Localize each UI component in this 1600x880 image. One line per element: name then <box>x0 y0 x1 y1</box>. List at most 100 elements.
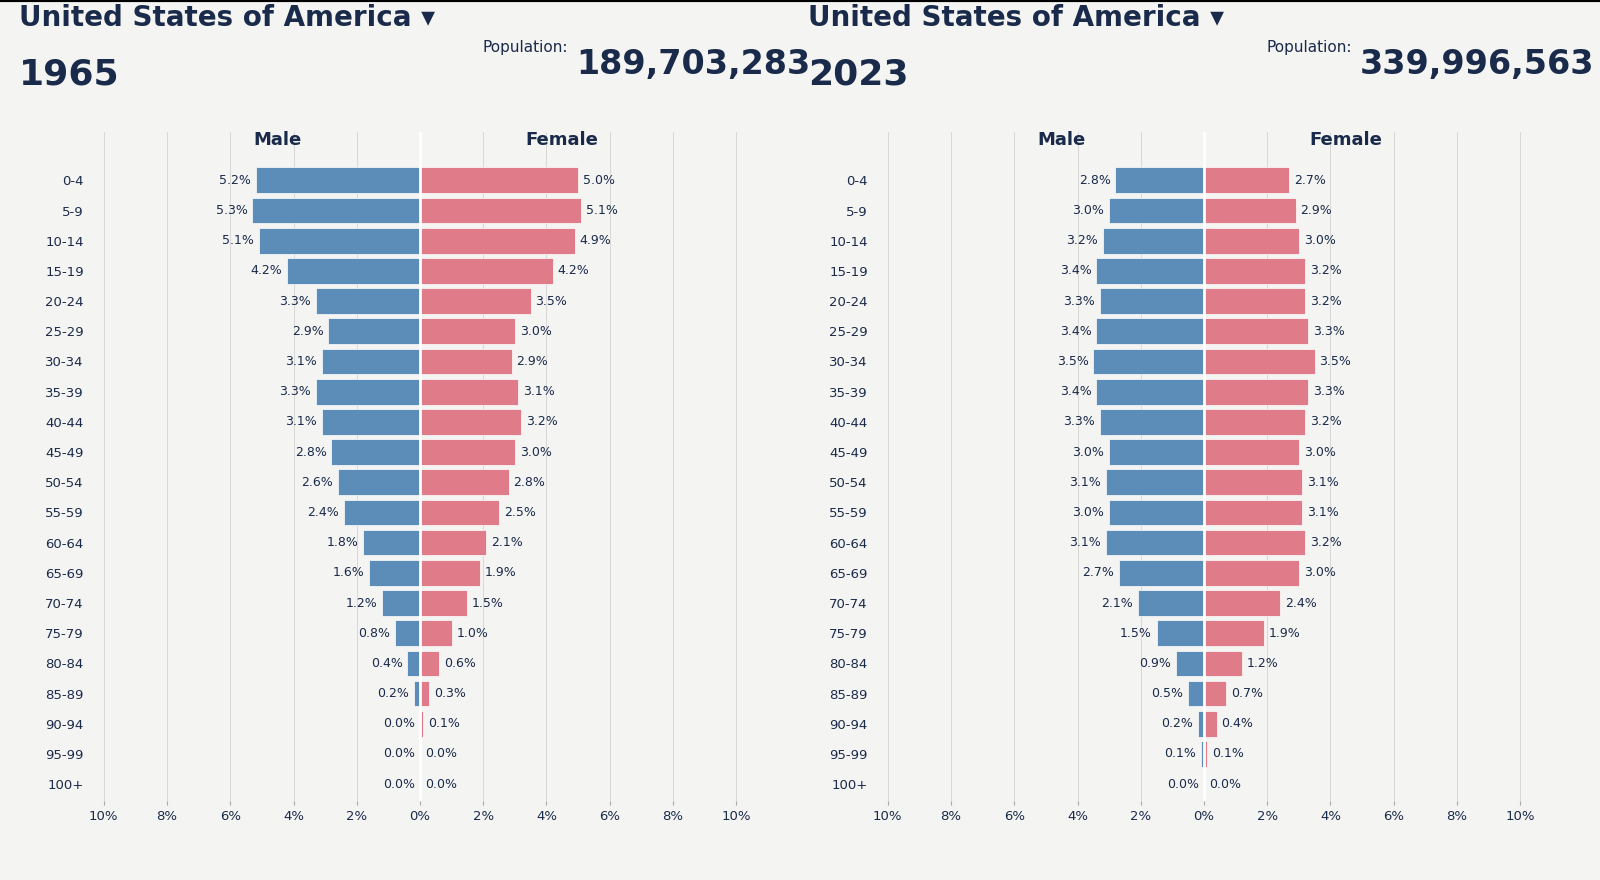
Bar <box>1205 409 1306 435</box>
Bar <box>419 560 480 586</box>
Bar <box>256 167 419 193</box>
Bar <box>1205 289 1306 314</box>
Text: 2.1%: 2.1% <box>1101 597 1133 610</box>
Text: Female: Female <box>526 130 598 149</box>
Bar <box>370 560 419 586</box>
Text: 5.1%: 5.1% <box>222 234 254 247</box>
Bar <box>395 620 419 646</box>
Bar <box>253 198 419 224</box>
Bar <box>1205 500 1302 525</box>
Text: Male: Male <box>1037 130 1086 149</box>
Text: 3.5%: 3.5% <box>1320 355 1352 368</box>
Bar <box>419 620 451 646</box>
Text: 2.4%: 2.4% <box>1285 597 1317 610</box>
Bar <box>1205 560 1299 586</box>
Bar <box>1205 319 1309 344</box>
Bar <box>1205 439 1299 465</box>
Text: 3.0%: 3.0% <box>520 445 552 458</box>
Text: 3.0%: 3.0% <box>520 325 552 338</box>
Bar <box>419 530 486 555</box>
Bar <box>338 469 419 495</box>
Text: 3.0%: 3.0% <box>1304 445 1336 458</box>
Bar <box>1189 681 1205 707</box>
Text: 3.4%: 3.4% <box>1061 385 1091 398</box>
Text: 0.0%: 0.0% <box>384 778 416 791</box>
Text: 2.9%: 2.9% <box>1301 204 1333 217</box>
Bar <box>1205 530 1306 555</box>
Bar <box>414 681 419 707</box>
Bar <box>419 439 515 465</box>
Bar <box>1106 530 1205 555</box>
Bar <box>1205 258 1306 283</box>
Text: Female: Female <box>1310 130 1382 149</box>
Text: 3.2%: 3.2% <box>1310 536 1342 549</box>
Bar <box>1176 650 1205 676</box>
Bar <box>1096 319 1205 344</box>
Bar <box>419 319 515 344</box>
Text: 3.3%: 3.3% <box>278 295 310 308</box>
Text: 0.1%: 0.1% <box>1211 747 1243 760</box>
Text: 3.1%: 3.1% <box>285 415 317 429</box>
Text: 0.3%: 0.3% <box>434 687 466 700</box>
Text: 2.6%: 2.6% <box>301 476 333 488</box>
Bar <box>1138 590 1205 616</box>
Text: 1965: 1965 <box>19 57 120 92</box>
Bar <box>1096 378 1205 405</box>
Text: 2.1%: 2.1% <box>491 536 523 549</box>
Text: 5.2%: 5.2% <box>219 174 251 187</box>
Bar <box>1096 258 1205 283</box>
Text: 3.2%: 3.2% <box>1310 264 1342 277</box>
Bar <box>1205 348 1315 374</box>
Text: 0.2%: 0.2% <box>378 687 410 700</box>
Text: 1.9%: 1.9% <box>1269 627 1301 640</box>
Bar <box>1118 560 1205 586</box>
Text: 0.1%: 0.1% <box>427 717 459 730</box>
Text: 2.7%: 2.7% <box>1082 567 1114 579</box>
Bar <box>1205 198 1296 224</box>
Text: 3.1%: 3.1% <box>1307 506 1339 519</box>
Bar <box>1205 681 1226 707</box>
Text: 3.3%: 3.3% <box>1062 295 1094 308</box>
Bar <box>419 409 522 435</box>
Text: 1.2%: 1.2% <box>346 597 378 610</box>
Bar <box>419 469 509 495</box>
Text: 0.0%: 0.0% <box>424 778 456 791</box>
Bar <box>1205 590 1280 616</box>
Text: 3.1%: 3.1% <box>285 355 317 368</box>
Text: 0.5%: 0.5% <box>1152 687 1184 700</box>
Bar <box>259 228 419 253</box>
Bar <box>1205 469 1302 495</box>
Text: 3.5%: 3.5% <box>536 295 568 308</box>
Bar <box>419 228 574 253</box>
Text: 2.4%: 2.4% <box>307 506 339 519</box>
Text: 5.1%: 5.1% <box>586 204 618 217</box>
Bar <box>344 500 419 525</box>
Text: 1.0%: 1.0% <box>456 627 488 640</box>
Text: 2.9%: 2.9% <box>291 325 323 338</box>
Bar <box>1109 500 1205 525</box>
Text: 0.9%: 0.9% <box>1139 656 1171 670</box>
Bar <box>1205 741 1206 766</box>
Bar <box>1093 348 1205 374</box>
Text: 3.4%: 3.4% <box>1061 264 1091 277</box>
Text: 0.0%: 0.0% <box>384 747 416 760</box>
Bar <box>419 198 581 224</box>
Bar <box>1205 711 1216 737</box>
Text: 5.3%: 5.3% <box>216 204 248 217</box>
Text: 3.4%: 3.4% <box>1061 325 1091 338</box>
Text: 0.0%: 0.0% <box>1208 778 1240 791</box>
Bar <box>408 650 419 676</box>
Bar <box>419 378 518 405</box>
Text: 2.9%: 2.9% <box>517 355 549 368</box>
Bar <box>1205 167 1290 193</box>
Text: 1.2%: 1.2% <box>1246 656 1278 670</box>
Text: 3.0%: 3.0% <box>1304 234 1336 247</box>
Text: 3.2%: 3.2% <box>1066 234 1098 247</box>
Bar <box>363 530 419 555</box>
Bar <box>1115 167 1205 193</box>
Bar <box>419 590 467 616</box>
Bar <box>331 439 419 465</box>
Bar <box>1099 409 1205 435</box>
Text: 339,996,563: 339,996,563 <box>1360 48 1595 82</box>
Bar <box>315 378 419 405</box>
